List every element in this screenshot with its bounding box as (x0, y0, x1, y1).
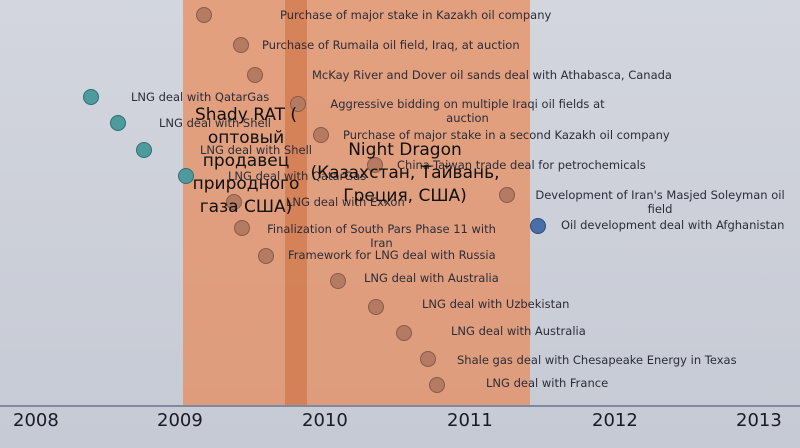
event-label: Purchase of major stake in Kazakh oil co… (280, 8, 552, 22)
event-marker (247, 67, 263, 83)
event-marker (196, 7, 212, 23)
event-label: Aggressive bidding on multiple Iraqi oil… (330, 97, 605, 125)
event-marker (396, 325, 412, 341)
event-marker (178, 168, 194, 184)
event-marker (367, 157, 383, 173)
event-label: LNG deal with Shell (200, 143, 312, 157)
event-label: Finalization of South Pars Phase 11 with… (267, 222, 496, 250)
event-marker (136, 142, 152, 158)
event-marker (313, 127, 329, 143)
time-axis (0, 405, 800, 407)
year-tick-label: 2008 (13, 410, 59, 431)
event-label: LNG deal with Australia (364, 271, 499, 285)
shady-rat-annotation: Shady RAT ( оптовый продавец природного … (192, 105, 300, 217)
event-label: Development of Iran's Masjed Soleyman oi… (535, 188, 785, 216)
event-marker (234, 220, 250, 236)
year-tick-label: 2009 (157, 410, 203, 431)
event-label: Framework for LNG deal with Russia (288, 248, 496, 262)
event-label: China-Taiwan trade deal for petrochemica… (397, 158, 646, 172)
event-marker (233, 37, 249, 53)
event-marker (429, 377, 445, 393)
event-marker (226, 194, 242, 210)
event-marker (368, 299, 384, 315)
event-label: Purchase of major stake in a second Kaza… (343, 128, 670, 142)
event-marker (290, 96, 306, 112)
event-label: Purchase of Rumaila oil field, Iraq, at … (262, 38, 520, 52)
event-marker (530, 218, 546, 234)
event-label: Oil development deal with Afghanistan (561, 218, 785, 232)
event-marker (258, 248, 274, 264)
event-label: LNG deal with QatarGas (228, 169, 367, 183)
event-label: LNG deal with Uzbekistan (422, 297, 570, 311)
event-label: LNG deal with QatarGas (131, 90, 270, 104)
event-label: LNG deal with Exxon (286, 195, 405, 209)
event-marker (110, 115, 126, 131)
event-marker (330, 273, 346, 289)
year-tick-label: 2010 (302, 410, 348, 431)
event-label: McKay River and Dover oil sands deal wit… (312, 68, 672, 82)
night-dragon-annotation: Night Dragon (Казахстан, Тайвань, Греция… (310, 140, 500, 206)
event-label: LNG deal with Australia (451, 324, 586, 338)
year-tick-label: 2011 (447, 410, 493, 431)
event-label: LNG deal with France (486, 376, 609, 390)
event-label: LNG deal with Shell (159, 116, 271, 130)
event-marker (499, 187, 515, 203)
year-tick-label: 2013 (736, 410, 782, 431)
event-marker (420, 351, 436, 367)
event-label: Shale gas deal with Chesapeake Energy in… (457, 353, 737, 367)
year-tick-label: 2012 (592, 410, 638, 431)
event-marker (83, 89, 99, 105)
